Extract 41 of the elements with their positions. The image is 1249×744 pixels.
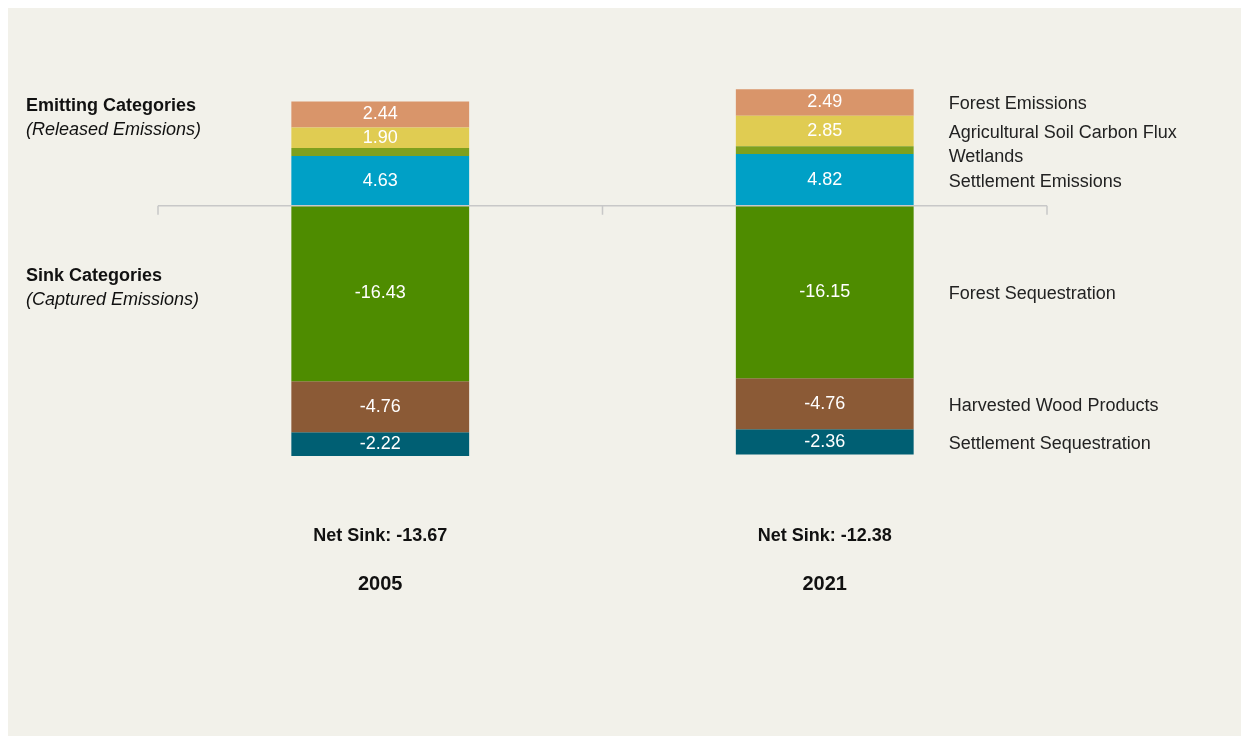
bar <box>735 378 914 430</box>
x-tick-label: 2005 <box>358 571 403 594</box>
bar <box>735 89 914 116</box>
bar <box>291 432 470 456</box>
series-label: Wetlands <box>948 146 1024 167</box>
data-label: 4.82 <box>807 168 843 189</box>
series-label: Settlement Emissions <box>948 170 1122 191</box>
text: Net Sink: -12.38 <box>757 524 892 545</box>
series-label: Harvested Wood Products <box>948 394 1159 415</box>
series-label: Forest Emissions <box>948 93 1087 114</box>
annotation: (Captured Emissions) <box>26 288 200 309</box>
annotation: Sink Categories <box>26 264 163 285</box>
bar <box>735 429 914 455</box>
data-label: 2.49 <box>807 91 843 112</box>
data-label: 2.85 <box>807 120 843 141</box>
data-label: -16.43 <box>354 282 406 303</box>
data-label: -4.76 <box>804 392 846 413</box>
series-label: Forest Sequestration <box>948 282 1116 303</box>
data-label: 4.63 <box>362 169 398 190</box>
series-label: Agricultural Soil Carbon Flux <box>948 122 1177 143</box>
bar <box>735 146 914 155</box>
text: Net Sink: -13.67 <box>313 524 448 545</box>
data-label: 2.44 <box>362 103 398 124</box>
bar <box>291 101 470 128</box>
data-label: -4.76 <box>359 395 401 416</box>
bar <box>291 156 470 206</box>
bar <box>291 381 470 433</box>
data-label: 1.90 <box>362 126 398 147</box>
annotation: (Released Emissions) <box>26 118 202 139</box>
series-label: Settlement Sequestration <box>948 432 1151 453</box>
bar <box>735 115 914 147</box>
x-tick-label: 2021 <box>802 571 847 594</box>
data-label: -2.22 <box>359 433 401 454</box>
data-label: -16.15 <box>799 280 851 301</box>
bar <box>291 127 470 148</box>
bar <box>735 205 914 379</box>
data-label: -2.36 <box>804 430 846 451</box>
annotation: Emitting Categories <box>26 94 197 115</box>
bar <box>291 205 470 382</box>
bar <box>735 154 914 206</box>
bar <box>291 147 470 157</box>
